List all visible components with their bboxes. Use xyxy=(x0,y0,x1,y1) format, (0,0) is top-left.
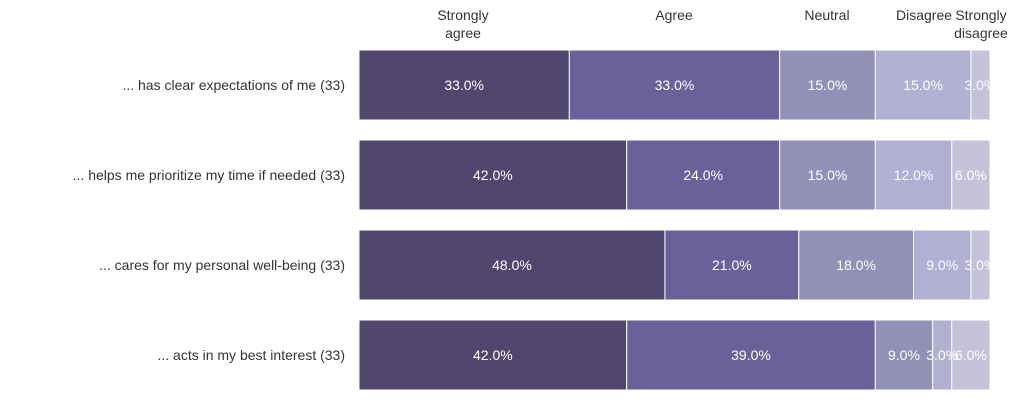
bar-segment xyxy=(358,229,666,301)
bar-segment xyxy=(358,319,628,391)
bar-segment xyxy=(358,139,628,211)
data-label: 15.0% xyxy=(808,77,848,93)
data-label: 3.0% xyxy=(964,77,996,93)
bar-segment xyxy=(913,229,972,301)
bar-segment xyxy=(664,229,800,301)
bar-segment xyxy=(798,229,915,301)
category-label: ... acts in my best interest (33) xyxy=(157,347,345,363)
data-label: 33.0% xyxy=(444,77,484,93)
bar-segment xyxy=(951,139,991,211)
bar-segment xyxy=(970,49,991,121)
bar-segment xyxy=(779,139,876,211)
data-label: 21.0% xyxy=(712,257,752,273)
bar-segment xyxy=(358,49,570,121)
bar-segment xyxy=(874,49,972,121)
data-label: 48.0% xyxy=(492,257,532,273)
data-label: 33.0% xyxy=(655,77,695,93)
bar-segment xyxy=(874,139,953,211)
bar-segment xyxy=(626,139,781,211)
data-label: 3.0% xyxy=(964,257,996,273)
data-label: 6.0% xyxy=(955,347,987,363)
legend-entry: Strongly disagree xyxy=(954,7,1008,41)
data-label: 15.0% xyxy=(903,77,943,93)
data-label: 3.0% xyxy=(926,347,958,363)
data-label: 9.0% xyxy=(888,347,920,363)
bars xyxy=(358,49,991,391)
category-labels: ... has clear expectations of me (33)...… xyxy=(73,77,345,363)
category-label: ... cares for my personal well-being (33… xyxy=(99,257,345,273)
data-label: 42.0% xyxy=(473,167,513,183)
data-label: 15.0% xyxy=(808,167,848,183)
data-label: 9.0% xyxy=(926,257,958,273)
legend-entry: Disagree xyxy=(896,7,952,23)
category-label: ... has clear expectations of me (33) xyxy=(122,77,345,93)
data-label: 6.0% xyxy=(955,167,987,183)
bar-segment xyxy=(951,319,991,391)
category-label: ... helps me prioritize my time if neede… xyxy=(73,167,345,183)
data-label: 39.0% xyxy=(731,347,771,363)
legend-entry: Neutral xyxy=(804,7,849,23)
bar-segment xyxy=(779,49,876,121)
value-labels: 33.0% 33.0% 15.0% 15.0% 3.0% 42.0% 24.0% 15.0% 1… xyxy=(444,77,996,363)
data-label: 42.0% xyxy=(473,347,513,363)
data-label: 12.0% xyxy=(894,167,934,183)
bar-segment xyxy=(568,49,781,121)
legend-entry: Strongly agree xyxy=(437,7,488,41)
legend-entry: Agree xyxy=(655,7,693,23)
data-label: 18.0% xyxy=(836,257,876,273)
legend: Strongly agree Agree Neutral Disagree Strongl… xyxy=(437,7,1008,41)
bar-segment xyxy=(970,229,991,301)
data-label: 24.0% xyxy=(683,167,723,183)
